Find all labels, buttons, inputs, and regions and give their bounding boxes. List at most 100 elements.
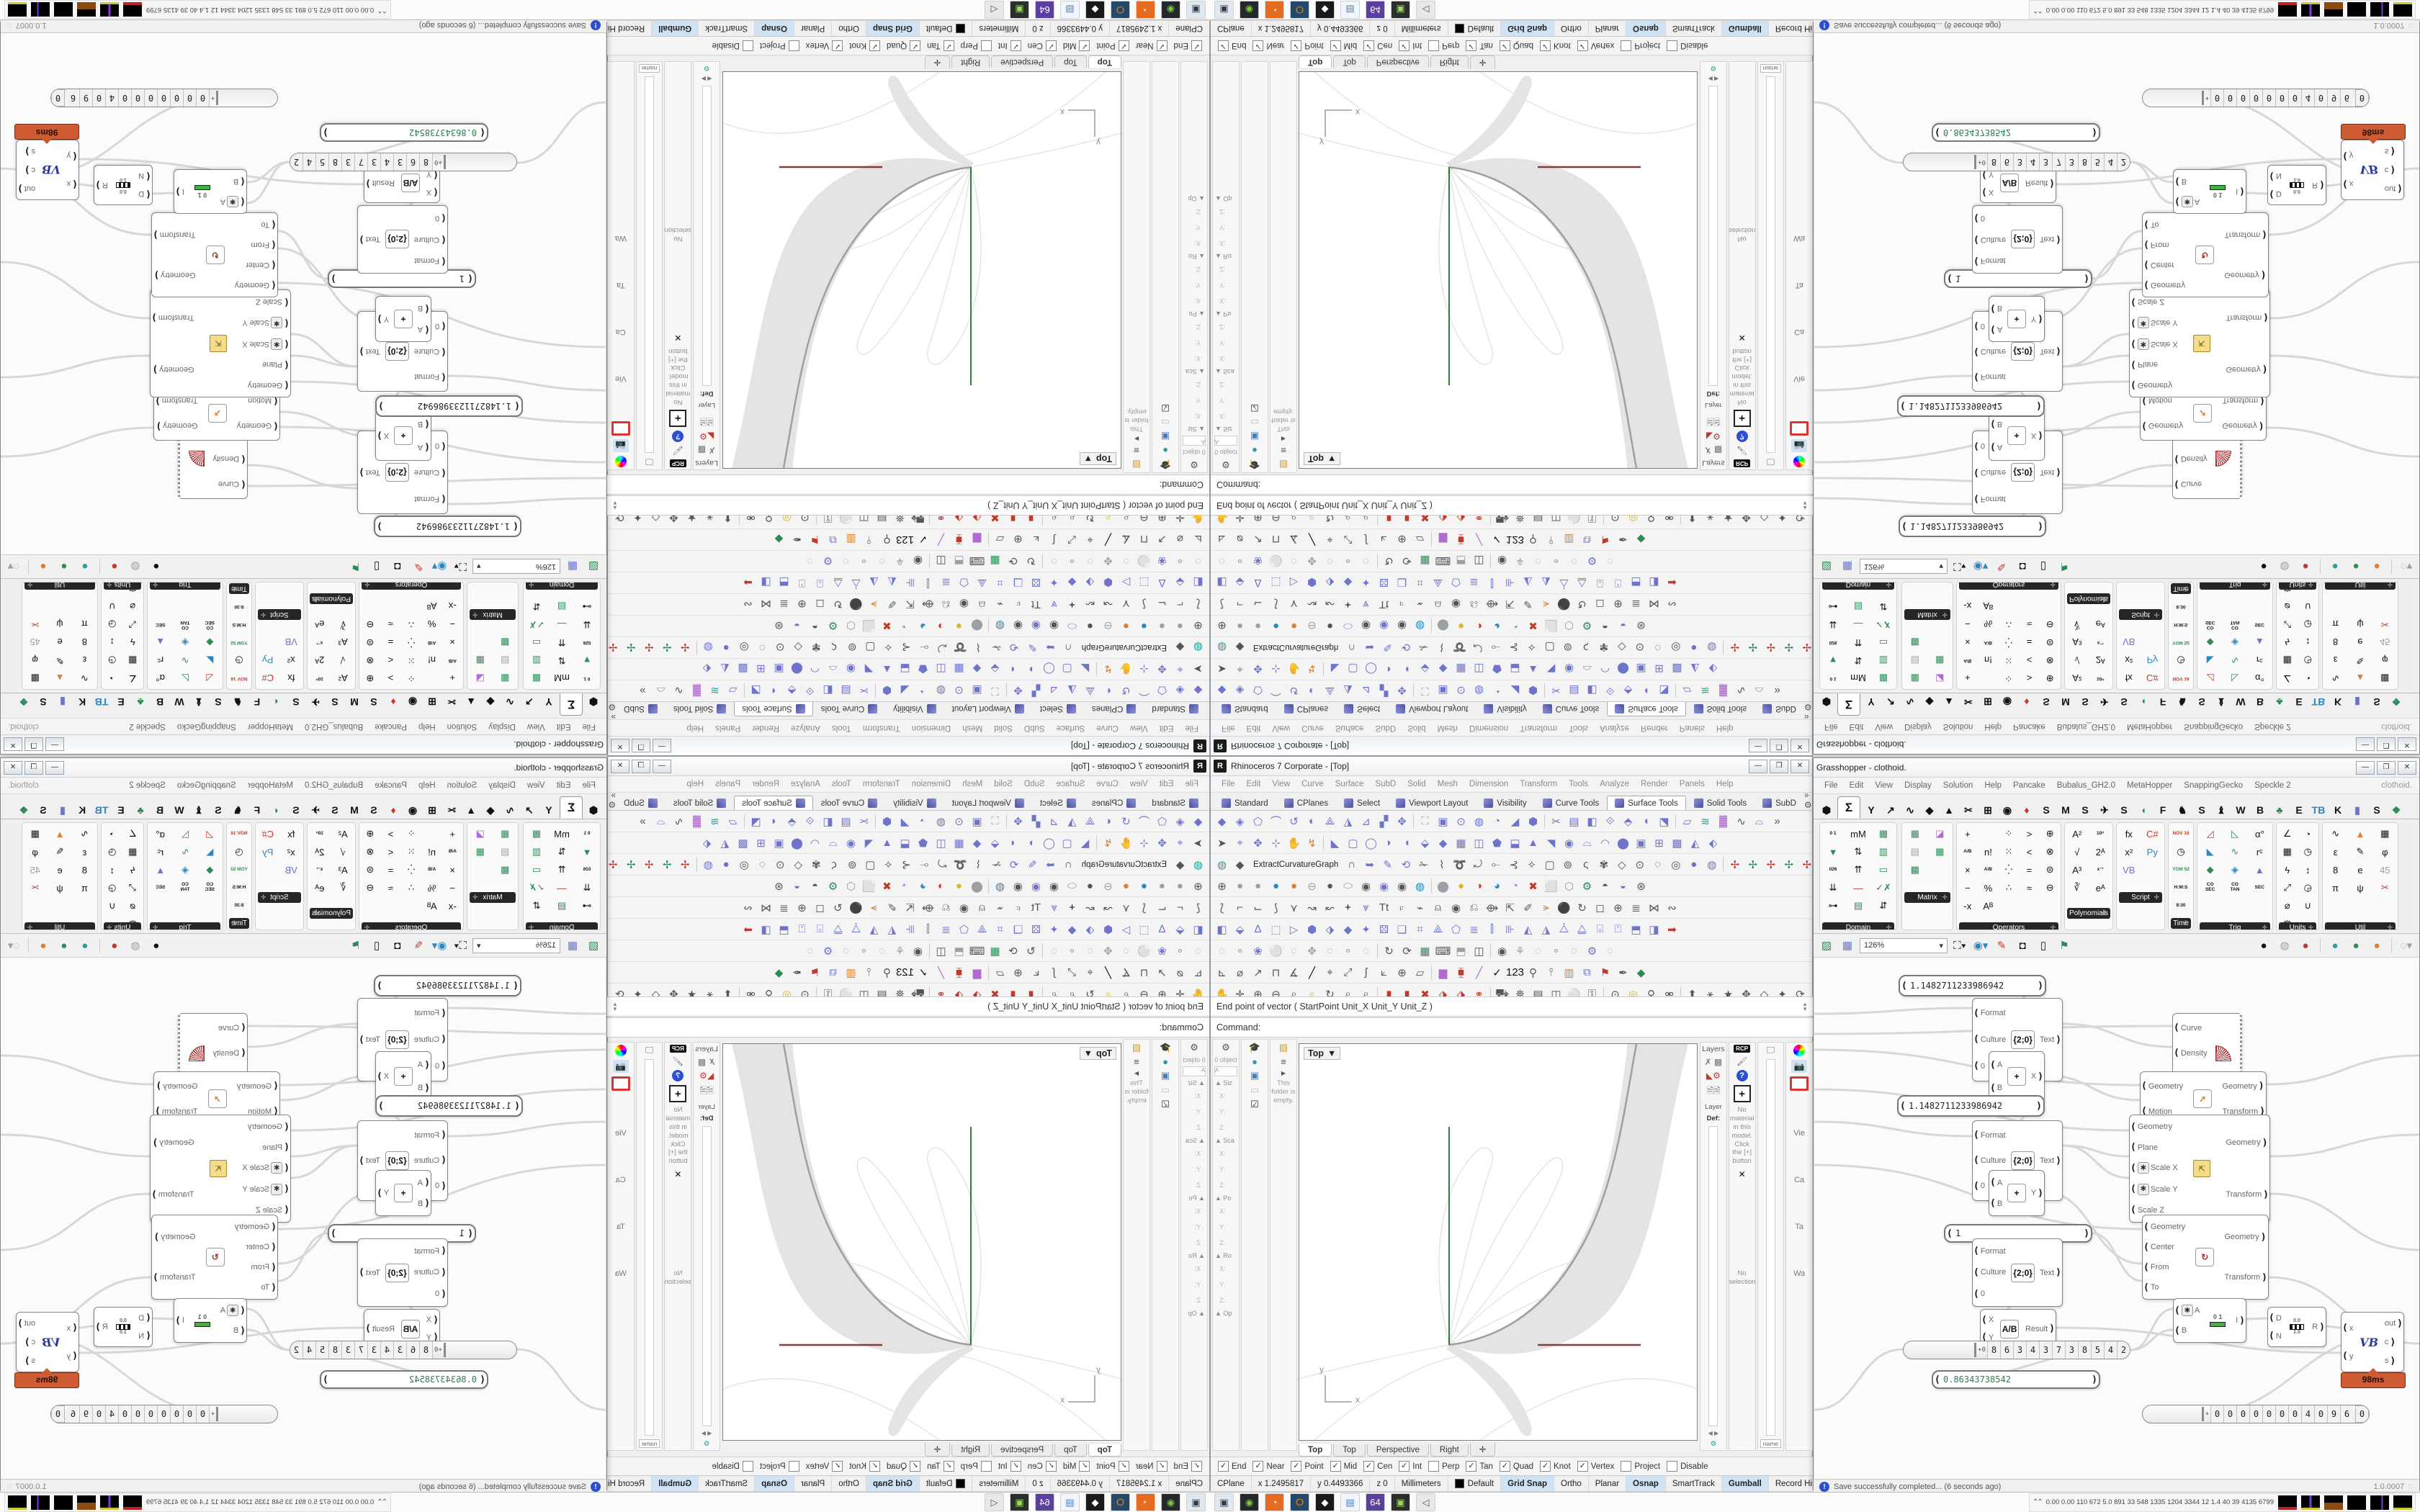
toolbar-icon[interactable]: ⇱ — [1505, 598, 1515, 611]
component-icon[interactable]: ⊖ — [2045, 619, 2054, 630]
viewport-title-dropdown-icon[interactable]: ▼ — [1083, 454, 1093, 464]
component-icon[interactable]: Aᴮ — [1983, 900, 1994, 912]
viewport-title[interactable]: Top ▼ — [1079, 452, 1116, 465]
component-icon[interactable]: H:M:S — [2174, 622, 2188, 628]
close-button[interactable]: ✕ — [611, 759, 629, 773]
toolbar-icon[interactable]: ◖ — [1403, 663, 1411, 675]
checkbox-icon[interactable] — [1667, 1461, 1678, 1472]
menu-item-speckle-2[interactable]: Speckle 2 — [129, 781, 166, 790]
input-scale-y[interactable]: (✱ Scale Y — [242, 1183, 290, 1195]
osnap-mid[interactable]: ✓ Mid — [1063, 1461, 1090, 1472]
component-icon[interactable]: ◶ — [2303, 882, 2312, 893]
toolbar-icon[interactable]: ▢ — [1062, 837, 1072, 850]
toolbar-icon[interactable]: ⟴ — [921, 598, 935, 611]
toolbar-icon[interactable]: ⬠ — [1451, 576, 1461, 589]
gh-tab[interactable]: ♞ — [233, 696, 243, 708]
component-icon[interactable]: 8 — [2333, 636, 2339, 648]
component-icon[interactable]: ▲ — [2254, 864, 2264, 876]
gh-tab[interactable]: S — [2081, 696, 2089, 708]
component-icon[interactable]: ◿ — [206, 673, 214, 684]
component-icon[interactable]: Aᴮ — [426, 600, 437, 612]
extract-curvature-graph-button[interactable]: ExtractCurvatureGraph — [1253, 643, 1339, 652]
resize-grip-icon[interactable]: ∷ — [6, 1482, 12, 1490]
toolbar-icon[interactable]: ◉ — [1379, 880, 1389, 893]
zoom-select[interactable]: 126% ▾ — [472, 559, 560, 575]
gh-tab[interactable]: ▮ — [60, 696, 66, 708]
output-i[interactable]: I) — [2236, 186, 2245, 197]
toolbar-icon[interactable]: ⟳ — [1402, 945, 1412, 958]
viewport-tab-top[interactable]: Top — [1054, 55, 1087, 68]
toolbar-icon[interactable]: ⬡ — [1564, 619, 1574, 632]
toolbar-icon[interactable]: ⬗ — [1085, 923, 1095, 936]
menu-item-file[interactable]: File — [1824, 722, 1838, 731]
toolbar-icon[interactable]: ◮ — [869, 576, 879, 589]
toolbar-icon[interactable]: ✥ — [1397, 815, 1407, 828]
osnap-near[interactable]: ✓ Near — [1252, 1461, 1284, 1472]
toolbar-icon[interactable]: ◭ — [720, 662, 730, 675]
status-x-1-2495817[interactable]: x 1.2495817 — [1252, 1476, 1312, 1491]
toolbar-icon[interactable]: ✁ — [991, 641, 1001, 654]
toolbar-icon[interactable]: ⚫ — [849, 598, 863, 611]
toolbar-icon[interactable]: ◉ — [1031, 880, 1041, 893]
component-icon[interactable]: ⌀ — [130, 900, 136, 911]
toolbar-icon[interactable]: ⟔ — [1399, 598, 1405, 611]
gh-tab[interactable]: B — [156, 696, 164, 708]
component-icon[interactable]: mM — [554, 828, 570, 840]
resize-grip-icon[interactable]: ∷ — [6, 22, 12, 30]
toolbar-icon[interactable]: ⤢ — [1067, 534, 1077, 546]
component-icon[interactable]: + — [1965, 672, 1971, 684]
menu-item-dimension[interactable]: Dimension — [911, 724, 951, 732]
input-b[interactable]: (B — [1990, 1198, 2002, 1209]
toolbar-icon[interactable]: ● — [1272, 880, 1280, 892]
open-icon[interactable]: ▨ — [1821, 940, 1832, 952]
gh-tab[interactable]: Y — [545, 696, 552, 708]
input-center[interactable]: (Center — [235, 1242, 277, 1253]
menu-item-view[interactable]: View — [1875, 781, 1894, 790]
toolbar-icon[interactable]: ◔ — [919, 685, 927, 697]
toolbar-icon[interactable]: ⟁ — [1433, 923, 1443, 935]
toolbar-icon[interactable]: ◌ — [843, 555, 849, 567]
toolbar-icon[interactable]: ◔ — [1493, 685, 1501, 697]
toolbar-icon[interactable]: ◌ — [1087, 555, 1093, 567]
toolbar-icon[interactable]: ◠ — [1600, 837, 1610, 850]
open-icon[interactable]: ▨ — [588, 940, 599, 952]
display-icon[interactable]: ▣ — [1010, 1493, 1029, 1511]
toolbar-icon[interactable]: ✒ — [792, 966, 802, 979]
component-icon[interactable]: 8:30 — [2176, 604, 2186, 610]
toolbar-icon[interactable]: ❏ — [1013, 576, 1023, 589]
gh-title-bar[interactable]: Grasshopper - clothoid. — ❐ ✕ — [1814, 758, 2419, 778]
toolbar-icon[interactable]: ⌒ — [1139, 684, 1150, 696]
toolbar-icon[interactable]: ◖ — [1642, 685, 1650, 697]
component-icon[interactable]: ∿ — [80, 673, 89, 684]
toolbar-tab-select[interactable]: Select — [1336, 796, 1388, 810]
input-scale-x[interactable]: (✱ Scale X — [242, 338, 290, 350]
output-text[interactable]: Text) — [359, 346, 380, 357]
menu-item-file[interactable]: File — [1824, 781, 1838, 790]
component-icon[interactable]: eᴬ — [2095, 618, 2105, 630]
component-icon[interactable]: -x — [448, 900, 457, 912]
component-icon[interactable]: ◣ — [206, 655, 214, 666]
status-z-0[interactable]: z 0 — [1025, 1476, 1050, 1491]
toolbar-icon[interactable]: ▆ — [1438, 533, 1448, 546]
component-icon[interactable]: ⌀ — [2284, 601, 2290, 612]
toolbar-icon[interactable]: ◔ — [901, 880, 909, 892]
toolbar-icon[interactable]: ✎ — [1027, 641, 1037, 654]
toolbar-icon[interactable]: ✖ — [1528, 880, 1538, 893]
toolbar-icon[interactable]: ◉ — [1451, 598, 1461, 611]
maximize-button[interactable]: ❐ — [632, 759, 650, 773]
toolbar-icon[interactable]: ∾ — [743, 901, 753, 914]
toolbar-icon[interactable]: ◆ — [1067, 576, 1077, 589]
component-icon[interactable]: φ — [32, 846, 38, 858]
close-icon[interactable]: ✕ — [674, 1169, 682, 1180]
toolbar-icon[interactable]: ⋈ — [761, 901, 771, 914]
toolbar-icon[interactable]: ◌ — [1123, 555, 1129, 567]
toolbar-icon[interactable]: ◧ — [823, 815, 833, 828]
component-icon[interactable]: ✎ — [55, 655, 64, 666]
output-geometry[interactable]: Geometry) — [2226, 364, 2269, 375]
input-density[interactable]: (Density — [2174, 454, 2208, 464]
toolbar-icon[interactable]: ▷ — [1289, 576, 1299, 589]
add-material-button[interactable]: + — [1733, 1085, 1751, 1102]
speaker-icon[interactable]: ◁ — [1416, 1, 1435, 19]
input-to[interactable]: (To — [2143, 1282, 2185, 1293]
toolbar-icon[interactable]: ✐ — [1523, 598, 1533, 611]
